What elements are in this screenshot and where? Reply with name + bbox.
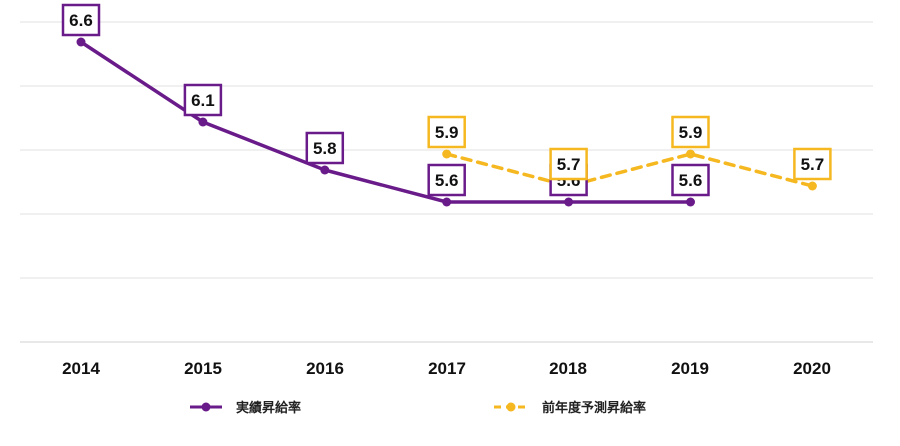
data-point[interactable]: [76, 37, 86, 47]
x-tick-label: 2016: [306, 359, 344, 378]
data-label-box: [793, 147, 832, 181]
x-tick-label: 2018: [549, 359, 587, 378]
legend-item-actual[interactable]: 実績昇給率: [190, 400, 301, 416]
data-label: 5.9: [679, 123, 703, 142]
legend: 実績昇給率 前年度予測昇給率: [190, 400, 646, 416]
legend-swatch-marker: [506, 402, 516, 412]
data-label-box: [671, 163, 710, 197]
data-point[interactable]: [198, 117, 208, 127]
x-tick-label: 2014: [62, 359, 100, 378]
x-tick-label: 2019: [671, 359, 709, 378]
data-label: 6.6: [69, 11, 93, 30]
data-label-box: [61, 3, 101, 37]
legend-label: 前年度予測昇給率: [542, 400, 646, 416]
data-point[interactable]: [442, 197, 452, 207]
data-label: 6.1: [191, 91, 215, 110]
data-point[interactable]: [320, 165, 330, 175]
x-axis-ticks: 2014 2015 2016 2017 2018 2019 2020: [62, 359, 831, 378]
data-point[interactable]: [686, 197, 695, 207]
data-point[interactable]: [442, 149, 452, 159]
legend-label: 実績昇給率: [236, 400, 301, 416]
data-label: 5.8: [313, 139, 337, 158]
data-label-box: [305, 131, 345, 165]
data-label: 5.6: [679, 171, 703, 190]
data-label-box: [671, 115, 710, 149]
data-label-box: [549, 147, 588, 181]
data-label-layer: 6.66.15.85.6 5.6 5.65.95.75.95.7: [61, 3, 832, 197]
x-tick-label: 2015: [184, 359, 222, 378]
data-point[interactable]: [807, 181, 817, 191]
data-label-box: [427, 163, 466, 197]
x-tick-label: 2020: [793, 359, 831, 378]
x-tick-label: 2017: [428, 359, 466, 378]
legend-item-forecast[interactable]: 前年度予測昇給率: [494, 400, 646, 416]
data-label: 5.7: [557, 155, 581, 174]
series-layer: [76, 37, 817, 207]
data-label-box: [183, 83, 223, 117]
data-label-box: [427, 115, 466, 149]
data-label: 5.7: [801, 155, 825, 174]
legend-swatch-marker: [201, 402, 211, 412]
data-point[interactable]: [564, 197, 574, 207]
series-line-forecast: [444, 152, 815, 188]
data-label: 5.6: [435, 171, 459, 190]
data-point[interactable]: [686, 149, 695, 159]
series-line-actual: [79, 40, 693, 204]
data-label: 5.9: [435, 123, 459, 142]
